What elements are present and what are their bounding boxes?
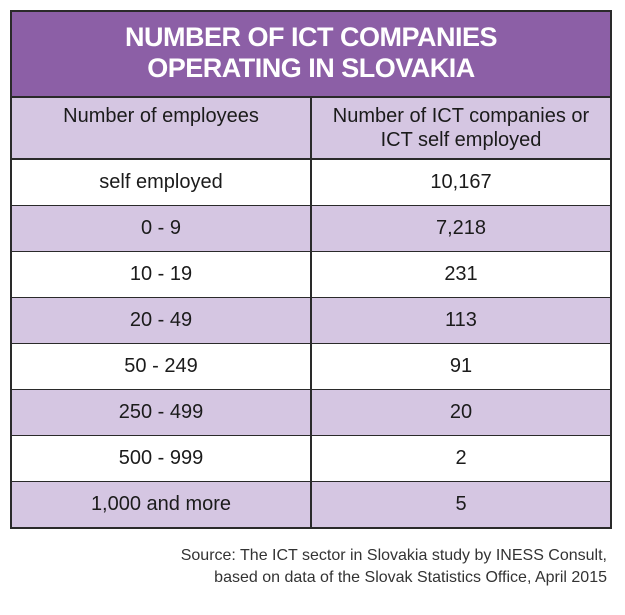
table-row: 10 - 19 231	[12, 250, 610, 297]
company-count-cell: 7,218	[311, 204, 610, 251]
table-row: 250 - 499 20	[12, 388, 610, 435]
company-count-cell: 113	[311, 296, 610, 343]
table-body: self employed 10,167 0 - 9 7,218 10 - 19 231 2…	[12, 159, 610, 527]
data-table: Number of employees Number of ICT compan…	[12, 98, 610, 527]
employees-cell: 250 - 499	[12, 388, 312, 435]
source-line-2: based on data of the Slovak Statistics O…	[214, 569, 607, 586]
source-note: Source: The ICT sector in Slovakia study…	[127, 545, 607, 589]
employees-cell: 1,000 and more	[12, 480, 312, 527]
company-count-cell: 20	[311, 388, 610, 435]
column-header-employees: Number of employees	[12, 98, 312, 160]
company-count-cell: 5	[311, 480, 610, 527]
ict-companies-table: NUMBER OF ICT COMPANIES OPERATING IN SLO…	[10, 10, 612, 529]
company-count-cell: 10,167	[311, 159, 610, 205]
header-row: Number of employees Number of ICT compan…	[12, 98, 610, 160]
company-count-cell: 231	[311, 250, 610, 297]
table-row: 1,000 and more 5	[12, 480, 610, 527]
column-header-companies: Number of ICT companies or ICT self empl…	[311, 98, 610, 160]
employees-cell: 10 - 19	[12, 250, 312, 297]
employees-cell: 20 - 49	[12, 296, 312, 343]
table-title-line-2: OPERATING IN SLOVAKIA	[147, 53, 475, 83]
table-title-line-1: NUMBER OF ICT COMPANIES	[125, 22, 498, 52]
employees-cell: 0 - 9	[12, 204, 312, 251]
table-row: self employed 10,167	[12, 159, 610, 205]
table-title: NUMBER OF ICT COMPANIES OPERATING IN SLO…	[12, 12, 610, 98]
source-line-1: Source: The ICT sector in Slovakia study…	[180, 547, 607, 564]
company-count-cell: 91	[311, 342, 610, 389]
table-row: 50 - 249 91	[12, 342, 610, 389]
employees-cell: 500 - 999	[12, 434, 312, 481]
table-row: 0 - 9 7,218	[12, 204, 610, 251]
table-row: 500 - 999 2	[12, 434, 610, 481]
employees-cell: self employed	[12, 159, 312, 205]
company-count-cell: 2	[311, 434, 610, 481]
employees-cell: 50 - 249	[12, 342, 312, 389]
table-row: 20 - 49 113	[12, 296, 610, 343]
